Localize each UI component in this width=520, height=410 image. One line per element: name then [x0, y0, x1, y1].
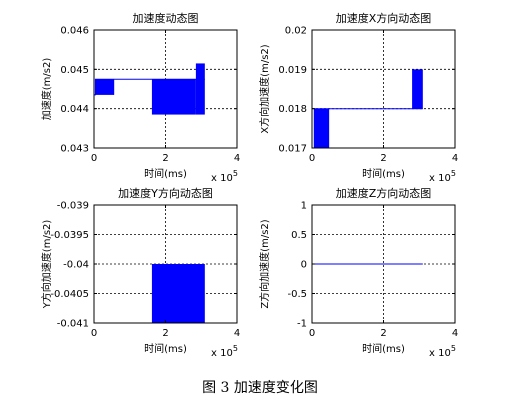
x-multiplier-exponent: 5	[233, 344, 238, 353]
y-tick-label: 0.044	[60, 104, 89, 115]
x-axis-label: 时间(ms)	[144, 342, 187, 355]
figure-caption: 图 3 加速度变化图	[202, 380, 318, 396]
x-multiplier-exponent: 5	[451, 344, 456, 353]
y-tick-label: -0.039	[57, 201, 89, 212]
chart-title: 加速度Y方向动态图	[118, 186, 213, 200]
data-band	[313, 108, 330, 148]
y-tick-label: 0.045	[60, 65, 89, 76]
x-multiplier-exponent: 5	[233, 169, 238, 178]
series-line	[94, 78, 205, 96]
data-band	[95, 79, 114, 95]
y-tick-label: -0.5	[287, 289, 307, 300]
y-tick-label: 0.5	[291, 230, 307, 241]
y-axis-label: X方向加速度(m/s2)	[258, 44, 271, 133]
x-axis-label: 时间(ms)	[144, 167, 187, 180]
x-tick-label: 2	[162, 153, 168, 164]
x-tick-label: 4	[452, 153, 458, 164]
y-axis-label: 加速度(m/s2)	[40, 58, 53, 121]
x-axis-label: 时间(ms)	[362, 342, 405, 355]
data-band	[195, 63, 205, 115]
y-tick-label: -0.0395	[50, 230, 89, 241]
y-tick-label: 0.043	[60, 144, 89, 155]
x-tick-label: 2	[162, 328, 168, 339]
data-band	[151, 79, 196, 115]
y-tick-label: -1	[297, 319, 307, 330]
x-multiplier: x 105	[429, 344, 456, 359]
x-axis-label: 时间(ms)	[362, 167, 405, 180]
chart-3: 0 2 4 -0.041 -0.0405 -0.04 -0.0395 -0.039 加速度Y方向…	[40, 186, 240, 359]
x-multiplier: x 105	[211, 344, 238, 359]
y-tick-label: 1	[301, 201, 307, 212]
y-axis-label: Z方向加速度(m/s2)	[258, 219, 271, 308]
data-band	[412, 69, 423, 109]
y-tick-label: 0.017	[278, 144, 307, 155]
y-tick-label: 0	[301, 260, 307, 271]
x-tick-label: 0	[91, 328, 97, 339]
x-tick-label: 2	[380, 328, 386, 339]
x-tick-label: 2	[380, 153, 386, 164]
y-axis-label: Y方向加速度(m/s2)	[40, 220, 53, 310]
x-multiplier-exponent: 5	[451, 169, 456, 178]
y-tick-label: 0.046	[60, 26, 89, 37]
y-tick-label: -0.041	[57, 319, 89, 330]
y-tick-label: -0.04	[63, 260, 89, 271]
x-tick-label: 4	[234, 328, 240, 339]
x-tick-label: 4	[452, 328, 458, 339]
plot-area	[312, 30, 455, 148]
y-tick-label: 0.02	[285, 26, 307, 37]
chart-title: 加速度动态图	[133, 11, 199, 25]
x-multiplier: x 105	[429, 169, 456, 184]
chart-title: 加速度X方向动态图	[336, 11, 432, 25]
y-tick-label: -0.0405	[50, 289, 89, 300]
y-tick-label: 0.018	[278, 104, 307, 115]
x-tick-label: 0	[309, 328, 315, 339]
x-multiplier: x 105	[211, 169, 238, 184]
chart-title: 加速度Z方向动态图	[336, 186, 432, 200]
x-tick-label: 4	[234, 153, 240, 164]
data-band	[151, 264, 205, 323]
x-tick-label: 0	[309, 153, 315, 164]
y-tick-label: 0.019	[278, 65, 307, 76]
x-tick-label: 0	[91, 153, 97, 164]
